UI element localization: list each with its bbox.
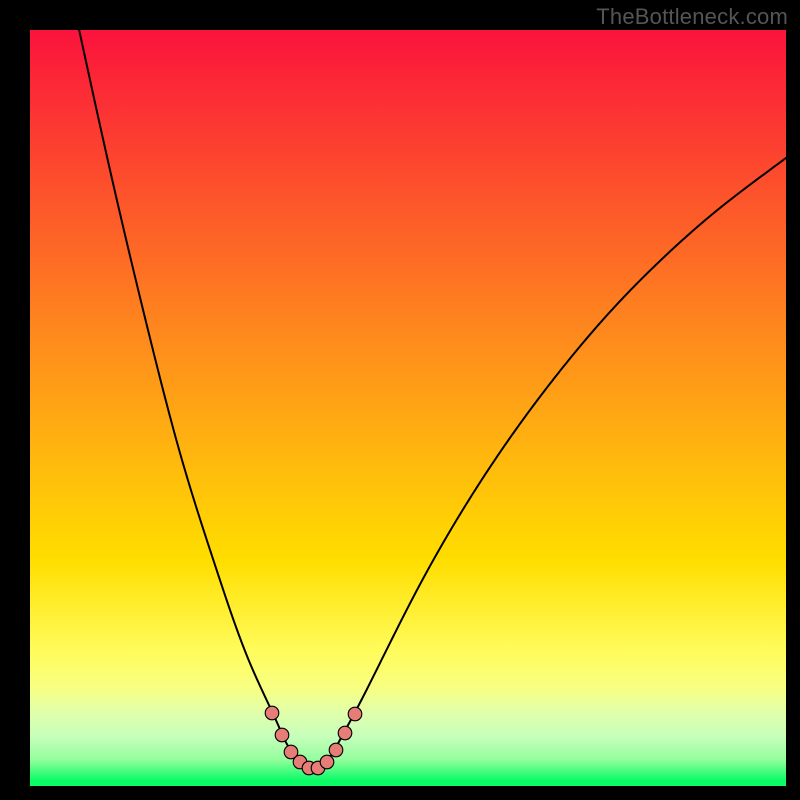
- watermark-text: TheBottleneck.com: [596, 4, 788, 30]
- curve-marker: [275, 728, 289, 742]
- curve-marker: [265, 706, 279, 720]
- curve-marker: [348, 707, 362, 721]
- curve-marker: [338, 726, 352, 740]
- curve-marker: [320, 755, 334, 769]
- curve-marker: [329, 743, 343, 757]
- chart-frame: TheBottleneck.com: [0, 0, 800, 800]
- plot-background: [30, 30, 786, 786]
- chart-svg: [0, 0, 800, 800]
